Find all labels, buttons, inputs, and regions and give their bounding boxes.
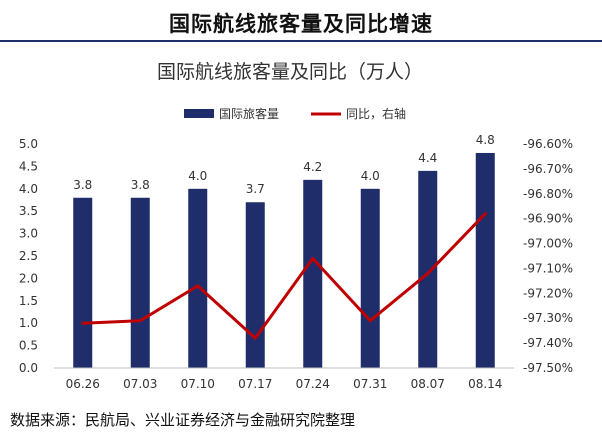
line-point bbox=[426, 271, 430, 275]
x-tick-label: 07.17 bbox=[238, 377, 272, 391]
page-title: 国际航线旅客量及同比增速 bbox=[169, 12, 433, 36]
legend-bar-swatch bbox=[184, 109, 214, 118]
legend-bar-label: 国际旅客量 bbox=[219, 106, 279, 121]
right-tick-label: -97.40% bbox=[523, 336, 573, 350]
bar bbox=[245, 202, 265, 368]
right-tick-label: -97.00% bbox=[523, 237, 573, 251]
bar-value-label: 4.4 bbox=[418, 151, 437, 165]
line-point bbox=[483, 212, 487, 216]
left-tick-label: 0.0 bbox=[19, 361, 38, 375]
legend-line-label: 同比，右轴 bbox=[346, 106, 406, 121]
line-point bbox=[253, 336, 257, 340]
x-tick-label: 08.14 bbox=[468, 377, 502, 391]
bar bbox=[303, 179, 323, 368]
legend: 国际旅客量 同比，右轴 bbox=[184, 106, 406, 121]
right-tick-label: -97.30% bbox=[523, 311, 573, 325]
bar bbox=[73, 197, 93, 368]
left-tick-label: 3.5 bbox=[19, 204, 38, 218]
right-axis-ticks: -97.50% -97.40% -97.30% -97.20% -97.10% -97.0… bbox=[523, 137, 573, 375]
left-tick-label: 2.5 bbox=[19, 249, 38, 263]
left-tick-label: 3.0 bbox=[19, 227, 38, 241]
bar-value-label: 4.8 bbox=[476, 133, 495, 147]
bar-value-label: 4.0 bbox=[188, 169, 207, 183]
right-tick-label: -96.60% bbox=[523, 137, 573, 151]
right-tick-label: -97.20% bbox=[523, 286, 573, 300]
x-tick-label: 08.07 bbox=[411, 377, 445, 391]
right-tick-label: -96.80% bbox=[523, 187, 573, 201]
line-point bbox=[138, 319, 142, 323]
left-tick-label: 5.0 bbox=[19, 137, 38, 151]
bar-value-label: 3.8 bbox=[131, 178, 150, 192]
x-tick-label: 07.31 bbox=[353, 377, 387, 391]
bar-value-label: 4.0 bbox=[361, 169, 380, 183]
chart-title: 国际航线旅客量及同比（万人） bbox=[157, 61, 423, 83]
left-tick-label: 1.0 bbox=[19, 316, 38, 330]
left-tick-label: 4.0 bbox=[19, 182, 38, 196]
bar-data-labels: 3.8 3.8 4.0 3.7 4.2 4.0 4.4 4.8 bbox=[73, 133, 495, 196]
left-tick-label: 1.5 bbox=[19, 294, 38, 308]
x-tick-label: 07.10 bbox=[181, 377, 215, 391]
line-point bbox=[81, 321, 85, 325]
bar bbox=[475, 152, 495, 368]
header-divider bbox=[0, 40, 602, 42]
x-tick-label: 06.26 bbox=[66, 377, 100, 391]
bar-value-label: 4.2 bbox=[303, 160, 322, 174]
bar-value-label: 3.7 bbox=[246, 182, 265, 196]
source-note: 数据来源：民航局、兴业证券经济与金融研究院整理 bbox=[10, 411, 356, 429]
bar-value-label: 3.8 bbox=[73, 178, 92, 192]
right-tick-label: -97.50% bbox=[523, 361, 573, 375]
left-tick-label: 4.5 bbox=[19, 159, 38, 173]
x-tick-label: 07.03 bbox=[123, 377, 157, 391]
bars bbox=[73, 152, 495, 368]
line-points bbox=[81, 212, 487, 340]
bar bbox=[130, 197, 150, 368]
series-line-yoy bbox=[82, 212, 487, 340]
left-axis-ticks: 0.0 0.5 1.0 1.5 2.0 2.5 3.0 3.5 4.0 4.5 5.0 bbox=[19, 137, 38, 375]
passenger-chart: 国际航线旅客量及同比（万人） 国际旅客量 同比，右轴 0.0 0.5 1.0 1.5 2… bbox=[19, 61, 573, 391]
right-tick-label: -96.70% bbox=[523, 162, 573, 176]
line-point bbox=[368, 319, 372, 323]
line-point bbox=[196, 284, 200, 288]
bar bbox=[188, 188, 208, 368]
bar bbox=[418, 170, 438, 368]
bar bbox=[360, 188, 380, 368]
x-tick-label: 07.24 bbox=[296, 377, 330, 391]
line-point bbox=[311, 256, 315, 260]
left-tick-label: 0.5 bbox=[19, 339, 38, 353]
x-axis-ticks: 06.26 07.03 07.10 07.17 07.24 07.31 08.07 08.14 bbox=[66, 377, 503, 391]
right-tick-label: -97.10% bbox=[523, 261, 573, 275]
right-tick-label: -96.90% bbox=[523, 212, 573, 226]
left-tick-label: 2.0 bbox=[19, 271, 38, 285]
